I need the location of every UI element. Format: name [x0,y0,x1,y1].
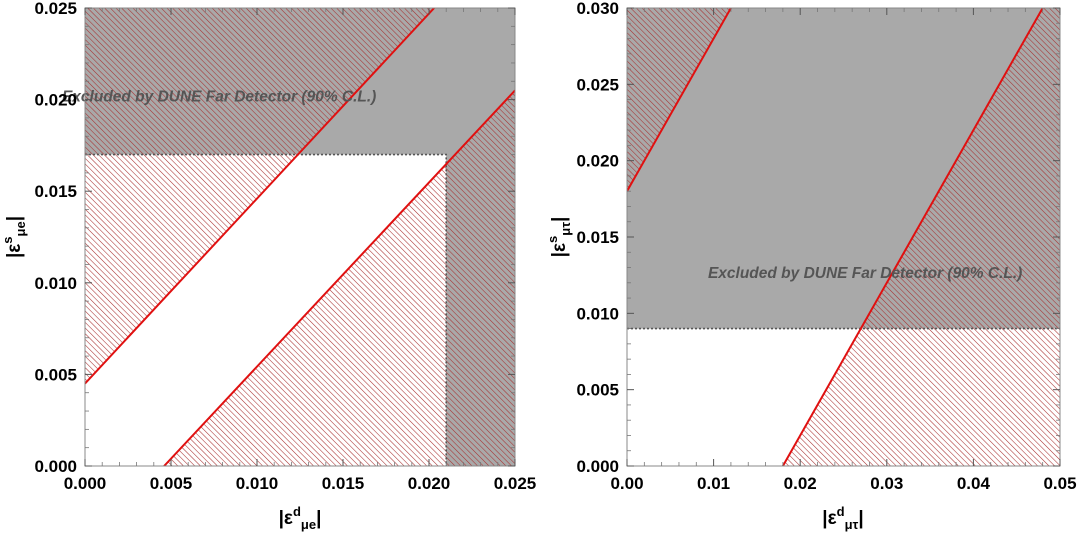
x-tick-label: 0.010 [236,474,279,493]
x-tick-label: 0.025 [494,474,537,493]
y-tick-label: 0.010 [34,274,77,293]
x-tick-label: 0.000 [64,474,107,493]
right-chart: Excluded by DUNE Far Detector (90% C.L.)… [545,0,1077,532]
y-tick-label: 0.005 [34,365,77,384]
red-line-1 [85,8,435,385]
left-chart: Excluded by DUNE Far Detector (90% C.L.)… [0,0,536,532]
red-line-2 [163,89,515,466]
x-tick-label: 0.02 [784,474,817,493]
red-line-1 [627,8,732,192]
y-axis-label: |εsμτ| [545,217,573,258]
x-tick-label: 0.03 [870,474,903,493]
x-tick-label: 0.020 [408,474,451,493]
y-tick-label: 0.025 [34,0,77,18]
y-tick-label: 0.010 [576,304,619,323]
y-tick-label: 0.000 [576,457,619,476]
excluded-annotation: Excluded by DUNE Far Detector (90% C.L.) [708,265,1022,282]
y-tick-label: 0.020 [34,91,77,110]
red-line-2 [782,8,1044,466]
y-tick-label: 0.015 [34,182,77,201]
plot-frame [84,7,516,467]
hatched-band-2 [782,8,1060,466]
y-tick-label: 0.000 [34,457,77,476]
x-tick-label: 0.005 [150,474,193,493]
y-tick-label: 0.025 [576,75,619,94]
excluded-annotation: Excluded by DUNE Far Detector (90% C.L.) [62,88,376,105]
y-tick-label: 0.015 [576,228,619,247]
y-axis-label: |εsμe| [0,216,28,258]
x-axis-label: |εdμe| [279,504,322,532]
x-axis-label: |εdμτ| [822,504,863,532]
x-tick-label: 0.015 [322,474,365,493]
x-tick-label: 0.04 [957,474,991,493]
x-tick-label: 0.01 [697,474,730,493]
y-tick-label: 0.020 [576,152,619,171]
exclusion-boundary [85,153,447,466]
y-tick-label: 0.005 [576,381,619,400]
y-tick-label: 0.030 [576,0,619,18]
x-tick-label: 0.05 [1043,474,1076,493]
x-tick-label: 0.00 [610,474,643,493]
